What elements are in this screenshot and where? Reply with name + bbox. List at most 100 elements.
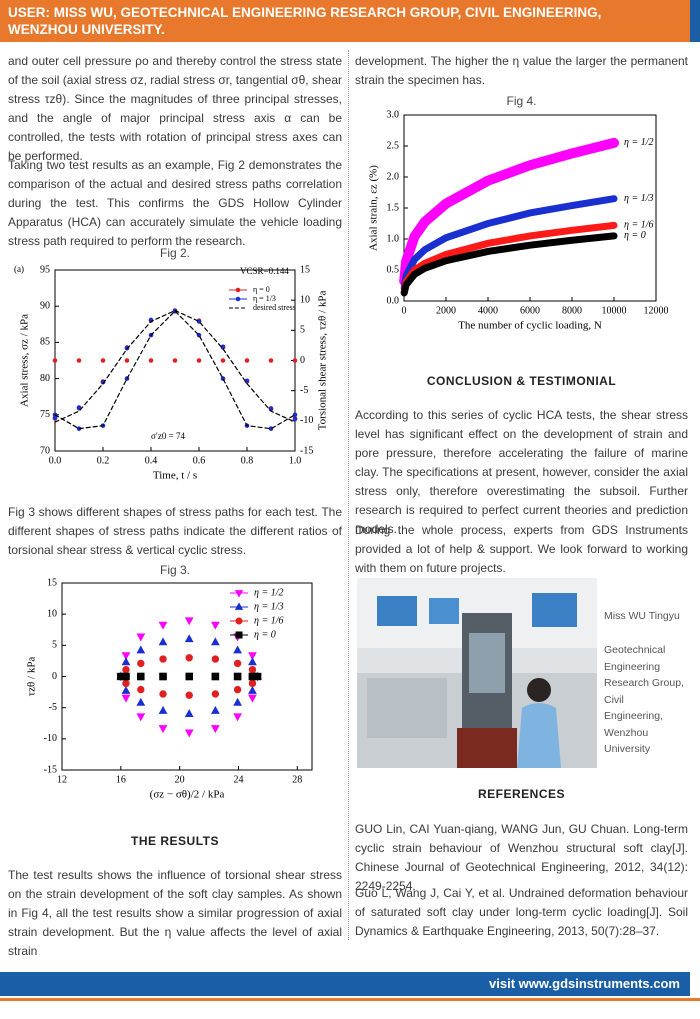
- legend-label: η = 1/2: [254, 587, 284, 598]
- marker: [233, 685, 242, 694]
- legend-marker: [234, 590, 244, 598]
- marker: [136, 713, 146, 722]
- marker: [121, 694, 131, 703]
- marker: [122, 672, 130, 681]
- y-tick-label: 0.0: [387, 295, 400, 306]
- marker: [292, 412, 298, 418]
- data-line: [400, 232, 618, 297]
- legend-marker: [235, 617, 243, 625]
- annotation: (a): [14, 264, 24, 274]
- data-line: [400, 195, 618, 292]
- marker: [121, 685, 131, 694]
- footer-bar: [0, 972, 690, 996]
- marker: [211, 637, 220, 646]
- section-heading: THE RESULTS: [131, 834, 219, 848]
- marker: [292, 358, 298, 363]
- y2-tick-label: -15: [300, 445, 313, 456]
- x-tick-label: 12: [57, 774, 67, 785]
- y2-tick-label: -10: [300, 415, 313, 426]
- y-tick-label: -10: [44, 733, 57, 744]
- marker: [268, 358, 274, 363]
- reference: Guo L, Wang J, Cai Y, et al. Undrained d…: [355, 886, 688, 938]
- y-tick-label: 0.5: [387, 264, 400, 275]
- marker: [124, 358, 130, 363]
- figure-caption: Fig 4.: [506, 94, 537, 108]
- marker: [244, 358, 250, 363]
- x-axis-label: The number of cyclic loading, N: [458, 320, 602, 332]
- x-tick-label: 0: [402, 305, 407, 316]
- marker: [211, 621, 220, 630]
- marker: [233, 697, 242, 706]
- paragraph: development. The higher the η value the …: [355, 54, 688, 87]
- y2-tick-label: -5: [300, 385, 308, 396]
- x-axis-label: Time, t / s: [153, 470, 197, 482]
- marker: [158, 705, 168, 714]
- legend-marker: [235, 631, 243, 639]
- paragraph: The test results shows the influence of …: [8, 868, 342, 958]
- annotation: σ′z0 = 74: [151, 431, 185, 441]
- y-tick-label: 10: [47, 608, 57, 619]
- x-tick-label: 6000: [520, 305, 540, 316]
- legend-marker: [235, 287, 241, 293]
- y-tick-label: -5: [49, 702, 57, 713]
- annotation: VCSR=0.144: [240, 266, 289, 276]
- marker: [185, 654, 193, 662]
- footer-link[interactable]: visit www.gdsinstruments.com: [489, 976, 680, 991]
- x-tick-label: 8000: [562, 305, 582, 316]
- y2-tick-label: 0: [300, 355, 305, 366]
- reference: GUO Lin, CAI Yuan-qiang, WANG Jun, GU Ch…: [355, 822, 688, 893]
- marker: [172, 358, 178, 363]
- y-tick-label: 2.0: [387, 171, 400, 182]
- marker: [233, 672, 242, 681]
- figure-3: 12 16 20 24 28 -15 -10 -5 0 5 10 15 (σz − σθ)/2 / kP…: [26, 578, 313, 801]
- marker: [248, 694, 257, 703]
- marker: [220, 358, 226, 363]
- x-tick-label: 1.0: [289, 455, 302, 466]
- marker: [184, 709, 194, 717]
- marker: [121, 657, 131, 666]
- y-tick-label: 70: [40, 445, 50, 456]
- header-bar: [0, 0, 690, 42]
- legend-label: η = 1/6: [624, 220, 654, 231]
- column-divider: [348, 50, 349, 940]
- marker: [211, 655, 220, 663]
- y-tick-label: 1.5: [387, 202, 400, 213]
- data-line: [400, 221, 618, 296]
- marker: [211, 705, 220, 714]
- marker: [196, 358, 202, 363]
- marker: [211, 690, 220, 698]
- y-tick-label: 5: [52, 640, 57, 651]
- y2-tick-label: 5: [300, 325, 305, 336]
- marker: [137, 672, 145, 681]
- legend-marker: [234, 602, 244, 610]
- marker: [211, 672, 220, 681]
- marker: [248, 672, 257, 681]
- figure-caption: Fig 2.: [159, 246, 190, 260]
- marker: [136, 697, 146, 706]
- marker: [233, 645, 242, 654]
- paragraph: According to this series of cyclic HCA t…: [355, 408, 688, 536]
- figure-caption: Fig 3.: [159, 563, 190, 577]
- figure-4: 0 2000 4000 6000 8000 10000 12000 0.0 0.5 1.0 1.5 2…: [368, 109, 669, 332]
- y-tick-label: 75: [40, 409, 50, 420]
- x-tick-label: 12000: [644, 305, 669, 316]
- section-heading: CONCLUSION & TESTIMONIAL: [426, 374, 617, 388]
- marker: [158, 725, 168, 734]
- x-tick-label: 0.4: [145, 455, 158, 466]
- marker: [211, 725, 220, 734]
- marker: [100, 358, 106, 363]
- dashed-line: [54, 310, 296, 430]
- y-tick-label: 90: [40, 300, 50, 311]
- marker: [184, 634, 194, 643]
- marker: [185, 672, 193, 681]
- marker: [122, 679, 130, 688]
- y2-tick-label: 15: [300, 264, 310, 275]
- photo: [357, 578, 597, 768]
- data-line: [399, 137, 619, 287]
- marker: [159, 690, 167, 698]
- y-tick-label: 0: [52, 671, 57, 682]
- legend-label: η = 1/3: [253, 294, 276, 303]
- y2-axis-label: Torsional shear stress, τzθ / kPa: [317, 291, 329, 431]
- y-tick-label: 95: [40, 264, 50, 275]
- dashed-line: [54, 309, 296, 423]
